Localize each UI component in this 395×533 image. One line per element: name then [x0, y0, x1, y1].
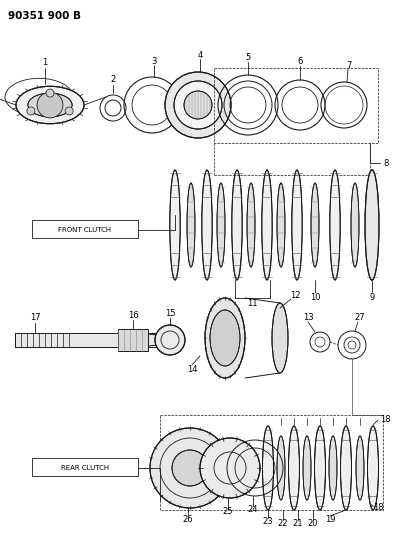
- Ellipse shape: [247, 183, 255, 267]
- Circle shape: [65, 107, 73, 115]
- Ellipse shape: [330, 170, 340, 280]
- Bar: [160, 415, 383, 510]
- Text: 11: 11: [247, 300, 257, 309]
- Text: 21: 21: [293, 520, 303, 529]
- Text: 10: 10: [310, 294, 320, 303]
- Text: 15: 15: [165, 309, 175, 318]
- Ellipse shape: [232, 170, 242, 280]
- Text: 8: 8: [383, 158, 388, 167]
- Circle shape: [37, 92, 63, 118]
- Text: 90351 900 B: 90351 900 B: [8, 11, 81, 21]
- Circle shape: [165, 72, 231, 138]
- Ellipse shape: [263, 426, 273, 510]
- Bar: [32, 220, 138, 238]
- Ellipse shape: [210, 310, 240, 366]
- Text: 19: 19: [325, 515, 335, 524]
- Text: 24: 24: [248, 505, 258, 514]
- Ellipse shape: [292, 170, 302, 280]
- Text: REAR CLUTCH: REAR CLUTCH: [61, 465, 109, 471]
- Text: 1: 1: [42, 58, 48, 67]
- Circle shape: [172, 450, 208, 486]
- Ellipse shape: [277, 436, 285, 500]
- Circle shape: [174, 81, 222, 129]
- Text: 2: 2: [110, 76, 116, 85]
- Bar: [118, 329, 148, 351]
- Circle shape: [155, 325, 185, 355]
- Text: 26: 26: [182, 515, 193, 524]
- Text: 12: 12: [290, 290, 300, 300]
- Ellipse shape: [272, 303, 288, 373]
- Ellipse shape: [205, 298, 245, 378]
- Text: 27: 27: [355, 313, 365, 322]
- Text: 9: 9: [369, 294, 374, 303]
- Text: FRONT CLUTCH: FRONT CLUTCH: [58, 227, 111, 233]
- Text: 20: 20: [308, 520, 318, 529]
- Text: 6: 6: [297, 58, 303, 67]
- Ellipse shape: [367, 170, 377, 280]
- Text: 25: 25: [223, 507, 233, 516]
- Ellipse shape: [262, 170, 272, 280]
- Ellipse shape: [28, 93, 72, 117]
- Bar: [15, 333, 158, 347]
- Ellipse shape: [351, 183, 359, 267]
- Ellipse shape: [288, 426, 299, 510]
- Ellipse shape: [329, 436, 337, 500]
- Ellipse shape: [340, 426, 352, 510]
- Ellipse shape: [187, 183, 195, 267]
- Ellipse shape: [16, 86, 84, 124]
- Ellipse shape: [311, 183, 319, 267]
- Ellipse shape: [367, 426, 378, 510]
- Bar: [32, 458, 138, 476]
- Ellipse shape: [170, 170, 180, 280]
- Text: 7: 7: [346, 61, 352, 69]
- Text: 13: 13: [303, 313, 313, 322]
- Ellipse shape: [202, 170, 212, 280]
- Text: 23: 23: [263, 518, 273, 527]
- Ellipse shape: [365, 170, 379, 280]
- Circle shape: [46, 89, 54, 97]
- Ellipse shape: [303, 436, 311, 500]
- Text: 14: 14: [187, 366, 197, 375]
- Text: 18: 18: [373, 504, 383, 513]
- Circle shape: [150, 428, 230, 508]
- Text: 4: 4: [198, 51, 203, 60]
- Circle shape: [27, 107, 35, 115]
- Text: 16: 16: [128, 311, 138, 319]
- Ellipse shape: [277, 183, 285, 267]
- Ellipse shape: [217, 183, 225, 267]
- Bar: [214, 68, 378, 143]
- Circle shape: [184, 91, 212, 119]
- Text: 3: 3: [151, 56, 157, 66]
- Ellipse shape: [356, 436, 364, 500]
- Text: 18: 18: [380, 416, 391, 424]
- Text: 5: 5: [245, 53, 250, 62]
- Circle shape: [200, 438, 260, 498]
- Ellipse shape: [314, 426, 325, 510]
- Text: 22: 22: [278, 520, 288, 529]
- Text: 17: 17: [30, 313, 40, 322]
